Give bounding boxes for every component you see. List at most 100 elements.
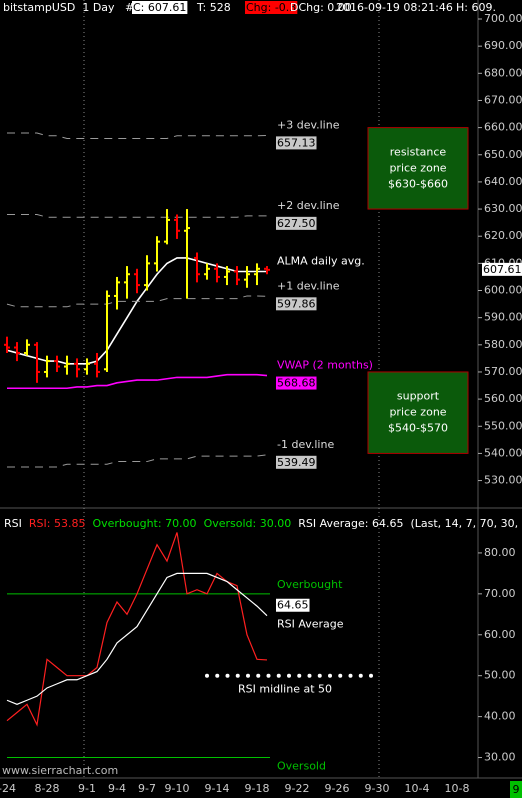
y-tick-label: 670.00 <box>484 93 522 106</box>
y-tick-label: 40.00 <box>484 710 516 723</box>
study-label: +1 dev.line <box>277 279 340 292</box>
watermark: www.sierrachart.com <box>2 764 118 777</box>
zone-label: $630-$660 <box>388 177 448 190</box>
y-tick-label: 30.00 <box>484 751 516 764</box>
price-zone <box>367 371 469 454</box>
study-line <box>7 132 268 139</box>
x-tick-label: 9-7 <box>138 782 156 795</box>
y-tick-label: 70.00 <box>484 587 516 600</box>
study-value-box <box>276 376 317 390</box>
study-line <box>6 295 268 308</box>
midline-dot <box>358 673 363 678</box>
study-value-box <box>276 136 317 150</box>
midline-dot <box>235 673 240 678</box>
study-line <box>7 373 268 390</box>
header-close: C: 607.61 <box>133 1 186 14</box>
rsi-series-label: RSI Average <box>277 618 344 631</box>
x-tick-label: 9-14 <box>205 782 230 795</box>
midline-dot <box>338 673 343 678</box>
midline-dot <box>369 673 373 678</box>
y-tick-label: 580.00 <box>484 338 522 351</box>
y-tick-label: 690.00 <box>484 39 522 52</box>
rsi-header: RSI Average: 64.65 <box>298 517 403 530</box>
rsi-header: RSI: 53.85 <box>29 517 86 530</box>
study-value-label: 539.49 <box>277 456 316 469</box>
header-change: Chg: -0.3 <box>246 1 296 14</box>
y-tick-label: 60.00 <box>484 628 516 641</box>
zone-label: $540-$570 <box>388 422 448 435</box>
midline-dot <box>205 673 209 678</box>
study-value-label: 568.68 <box>277 377 316 390</box>
midline-dot <box>328 673 332 678</box>
midline-dot <box>287 673 291 678</box>
header-trades: T: 528 <box>196 1 231 14</box>
midline-dot <box>307 673 312 678</box>
midline-dot <box>246 673 250 678</box>
zone-label: price zone <box>389 161 446 174</box>
x-tick-label: 9-30 <box>365 782 390 795</box>
header-datetime: 2016-09-19 08:21:46 <box>336 1 453 14</box>
y-tick-label: 590.00 <box>484 311 522 324</box>
midline-dot <box>276 673 281 678</box>
header-box <box>132 1 188 14</box>
midline-dot <box>317 673 322 678</box>
zone-label: support <box>397 390 440 403</box>
y-tick-label: 540.00 <box>484 446 522 459</box>
y-tick-label: 570.00 <box>484 365 522 378</box>
x-tick-label: 9-4 <box>108 782 126 795</box>
study-label: -1 dev.line <box>277 438 334 451</box>
y-tick-label: 530.00 <box>484 474 522 487</box>
y-tick-label: 620.00 <box>484 229 522 242</box>
badge-box <box>510 781 522 798</box>
x-tick-label: -24 <box>0 782 16 795</box>
rsi-value-label: 64.65 <box>277 599 309 612</box>
y-tick-label: 600.00 <box>484 284 522 297</box>
y-tick-label: 650.00 <box>484 148 522 161</box>
badge: 9 <box>513 783 520 796</box>
rsi-header: Oversold: 30.00 <box>204 517 292 530</box>
midline-label: RSI midline at 50 <box>238 683 332 696</box>
last-price-box <box>482 262 522 276</box>
study-value-label: 597.86 <box>277 297 316 310</box>
study-label: +3 dev.line <box>277 118 340 131</box>
y-tick-label: 700.00 <box>484 12 522 25</box>
study-label: VWAP (2 months) <box>277 359 373 372</box>
y-tick-label: 630.00 <box>484 202 522 215</box>
study-label: ALMA daily avg. <box>277 255 365 268</box>
rsi-header: Overbought: 70.00 <box>92 517 196 530</box>
y-tick-label: 50.00 <box>484 669 516 682</box>
zone-label: price zone <box>389 406 446 419</box>
x-tick-label: 9-26 <box>325 782 350 795</box>
x-tick-label: 10-8 <box>445 782 470 795</box>
y-tick-label: 550.00 <box>484 419 522 432</box>
x-tick-label: 10-4 <box>405 782 430 795</box>
header-dchange: DChg: 0.00 <box>290 1 352 14</box>
x-tick-label: 9-10 <box>165 782 190 795</box>
study-value-box <box>276 216 317 230</box>
y-tick-label: 560.00 <box>484 392 522 405</box>
last-price-label: 607.61 <box>483 263 522 276</box>
header-high: H: 609. <box>456 1 496 14</box>
study-line <box>7 213 267 218</box>
x-tick-label: 8-28 <box>35 782 60 795</box>
zone-label: resistance <box>390 145 447 158</box>
rsi-header: (Last, 14, 7, 70, 30, S <box>410 517 522 530</box>
study-value-label: 657.13 <box>277 136 316 149</box>
x-tick-label: 9-18 <box>245 782 270 795</box>
x-tick-label: 9-1 <box>78 782 96 795</box>
x-tick-label: 9-22 <box>285 782 310 795</box>
study-value-label: 627.50 <box>277 217 316 230</box>
study-label: +2 dev.line <box>277 199 340 212</box>
y-tick-label: 640.00 <box>484 175 522 188</box>
midline-dot <box>348 673 353 678</box>
midline-dot <box>297 673 302 678</box>
study-value-box <box>276 297 317 311</box>
rsi-value-box <box>276 598 310 612</box>
study-value-box <box>276 455 317 469</box>
level-label: Overbought <box>277 578 343 591</box>
rsi-header: RSI <box>4 517 22 530</box>
midline-dot <box>266 673 271 678</box>
midline-dot <box>225 673 230 678</box>
rsi-line <box>6 572 268 705</box>
